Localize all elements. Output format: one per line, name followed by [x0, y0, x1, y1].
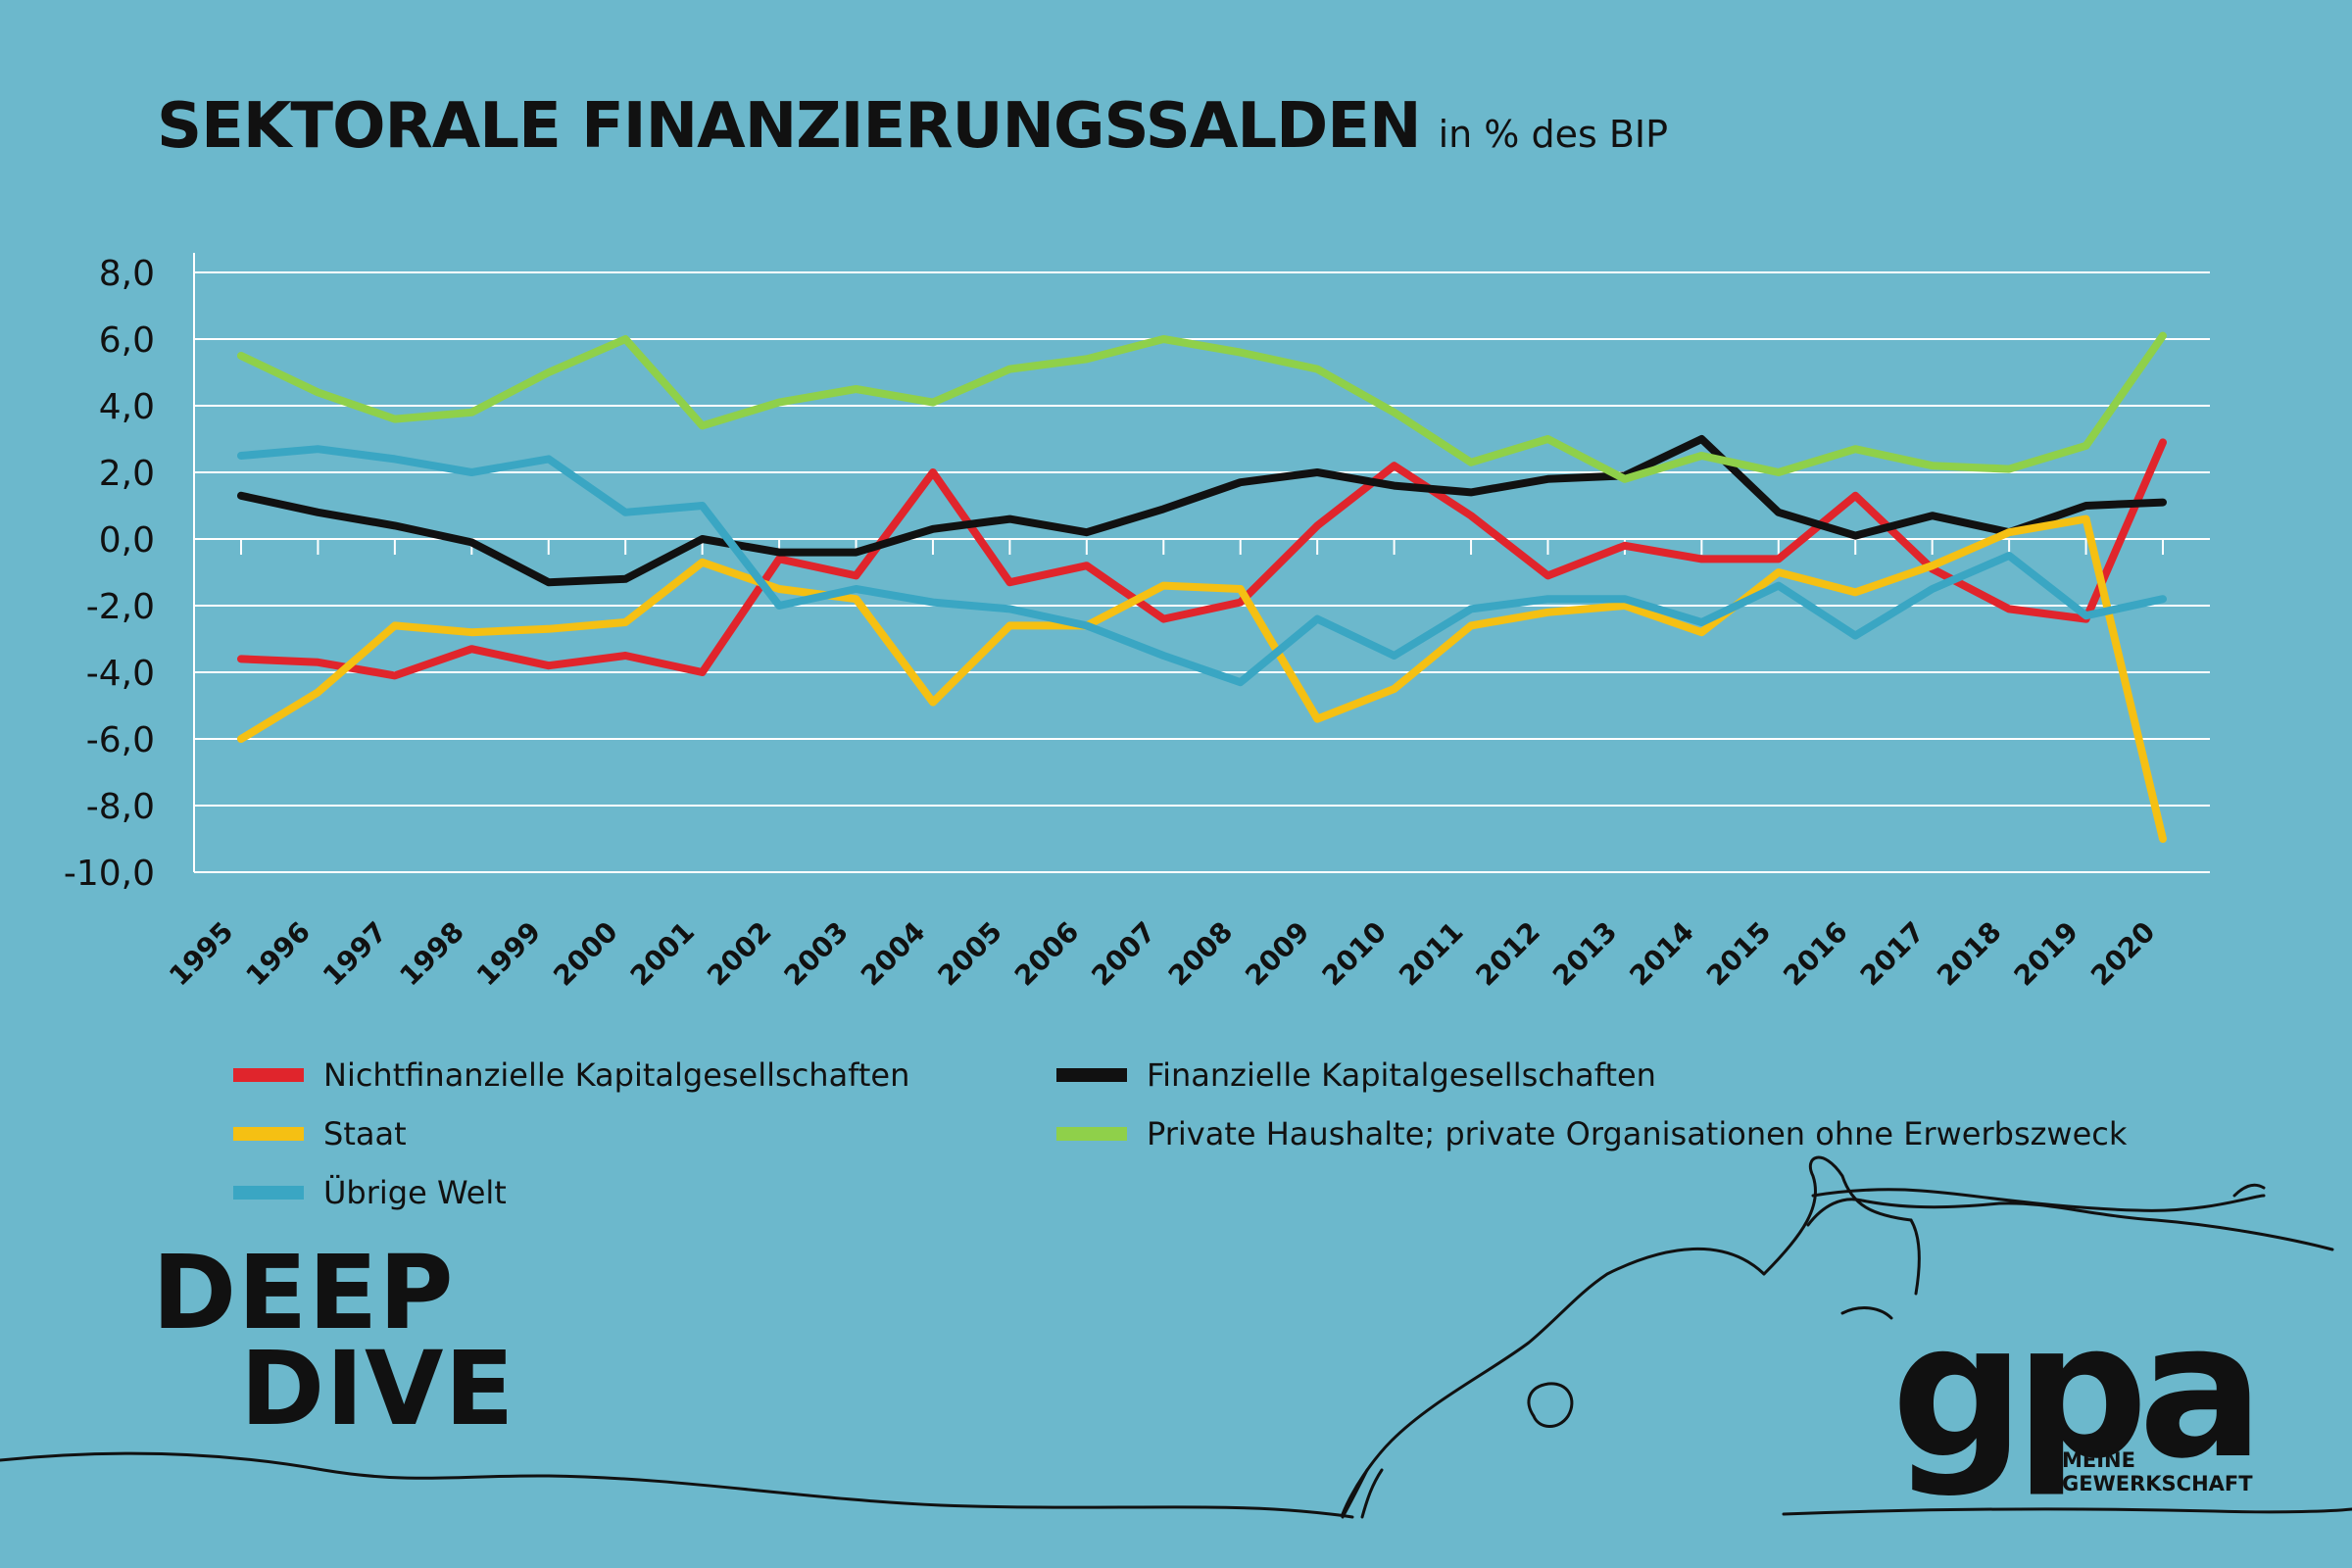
legend-swatch-private-haushalte — [1056, 1127, 1127, 1141]
chart-title: SEKTORALE FINANZIERUNGSSALDEN — [157, 90, 1422, 163]
gpa-logo: gpa — [1891, 1283, 2264, 1499]
y-tick-label: 8,0 — [99, 254, 155, 294]
series-line-3 — [237, 331, 2167, 483]
gpa-logo-subtitle: MEINE GEWERKSCHAFT — [2062, 1448, 2253, 1495]
y-tick-label: 0,0 — [99, 520, 155, 561]
wordmark-dive: DIVE — [240, 1329, 515, 1448]
series-line-4 — [237, 445, 2167, 687]
legend-swatch-nichtfinanzielle — [233, 1068, 304, 1082]
y-tick-label: 2,0 — [99, 454, 155, 494]
deep-dive-wordmark: DEEP DIVE — [152, 1242, 515, 1448]
legend-label-staat: Staat — [323, 1115, 407, 1152]
legend-item-staat: Staat — [233, 1115, 407, 1152]
legend-label-finanzielle: Finanzielle Kapitalgesellschaften — [1147, 1056, 1656, 1094]
gpa-logo-sub-line2: GEWERKSCHAFT — [2062, 1472, 2253, 1495]
legend-swatch-finanzielle — [1056, 1068, 1127, 1082]
legend-item-nichtfinanzielle: Nichtfinanzielle Kapitalgesellschaften — [233, 1056, 909, 1094]
y-tick-label: -10,0 — [64, 854, 155, 894]
legend-label-nichtfinanzielle: Nichtfinanzielle Kapitalgesellschaften — [323, 1056, 910, 1094]
chart-subtitle: in % des BIP — [1438, 113, 1669, 156]
legend-item-private-haushalte: Private Haushalte; private Organisatione… — [1056, 1115, 2127, 1152]
legend-label-uebrige-welt: Übrige Welt — [323, 1174, 507, 1211]
gpa-logo-sub-line1: MEINE — [2062, 1448, 2135, 1472]
y-tick-label: -8,0 — [86, 787, 155, 827]
y-tick-label: 4,0 — [99, 387, 155, 427]
legend-swatch-uebrige-welt — [233, 1186, 304, 1200]
series-line-1 — [237, 435, 2167, 587]
y-tick-label: -4,0 — [86, 654, 155, 694]
legend-item-uebrige-welt: Übrige Welt — [233, 1174, 507, 1211]
y-tick-label: 6,0 — [99, 320, 155, 361]
legend-label-private-haushalte: Private Haushalte; private Organisatione… — [1147, 1115, 2128, 1152]
chart-title-block: SEKTORALE FINANZIERUNGSSALDEN in % des BI… — [157, 90, 1668, 163]
wordmark-deep: DEEP — [152, 1233, 455, 1352]
legend-item-finanzielle: Finanzielle Kapitalgesellschaften — [1056, 1056, 1656, 1094]
legend-swatch-staat — [233, 1127, 304, 1141]
series-line-2 — [237, 514, 2167, 843]
y-tick-label: -6,0 — [86, 720, 155, 760]
y-tick-label: -2,0 — [86, 587, 155, 627]
series-line-0 — [237, 438, 2167, 680]
